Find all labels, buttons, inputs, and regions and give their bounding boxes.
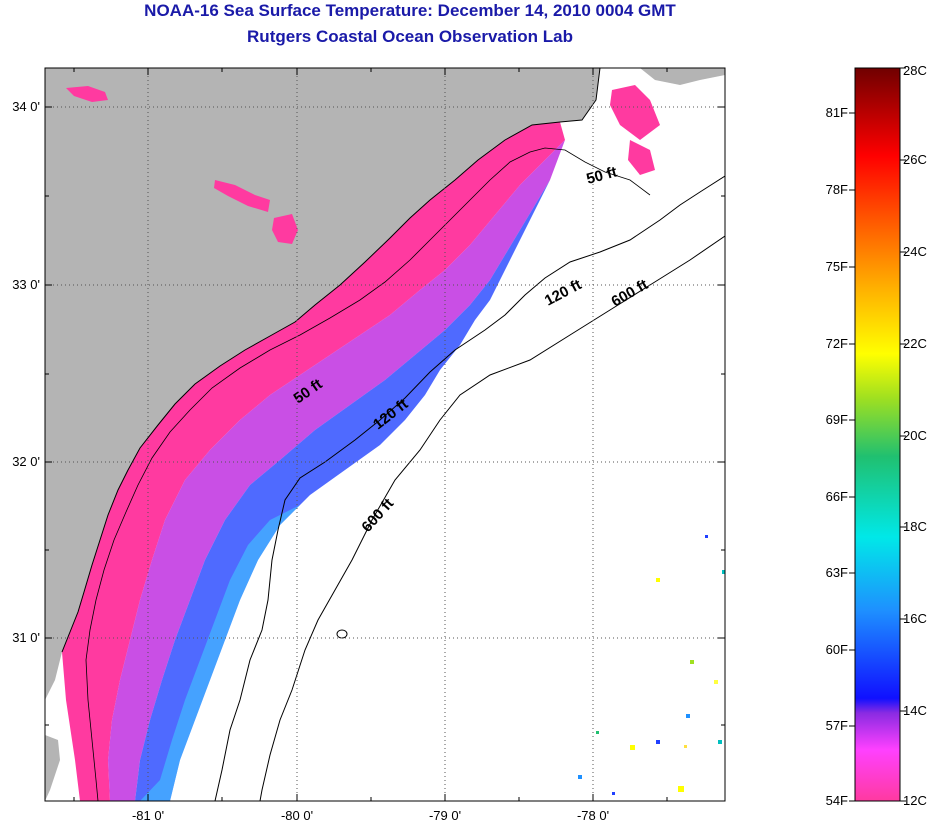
colorbar-c-label: 22C xyxy=(903,336,927,351)
tick-marks xyxy=(45,68,725,801)
lon-label: -81 0' xyxy=(132,808,164,823)
colorbar-f-label: 63F xyxy=(826,565,848,580)
colorbar-c-label: 14C xyxy=(903,703,927,718)
map-area xyxy=(45,68,725,801)
lon-label: -80 0' xyxy=(281,808,313,823)
lon-label: -79 0' xyxy=(429,808,461,823)
colorbar-f-label: 72F xyxy=(826,336,848,351)
colorbar xyxy=(854,67,901,802)
grid-lines xyxy=(45,68,725,801)
lat-label: 34 0' xyxy=(12,99,40,114)
colorbar-ticks xyxy=(849,67,906,802)
sst-band-mid xyxy=(108,140,565,801)
colorbar-c-label: 26C xyxy=(903,152,927,167)
map-frame xyxy=(44,67,726,802)
colorbar-f-label: 81F xyxy=(826,105,848,120)
map-subtitle: Rutgers Coastal Ocean Observation Lab xyxy=(247,27,573,46)
colorbar-f-label: 66F xyxy=(826,489,848,504)
colorbar-c-label: 12C xyxy=(903,793,927,808)
colorbar-f-label: 69F xyxy=(826,412,848,427)
colorbar-c-label: 28C xyxy=(903,63,927,78)
colorbar-f-label: 54F xyxy=(826,793,848,808)
isobath-600ft xyxy=(259,235,725,801)
lon-label: -78 0' xyxy=(577,808,609,823)
map-title: NOAA-16 Sea Surface Temperature: Decembe… xyxy=(144,1,676,20)
colorbar-f-label: 57F xyxy=(826,718,848,733)
sst-band-fringe xyxy=(140,505,300,801)
isobath-120ft xyxy=(214,175,725,801)
sst-band-warm xyxy=(135,180,550,801)
colorbar-f-label: 78F xyxy=(826,182,848,197)
colorbar-c-label: 20C xyxy=(903,428,927,443)
colorbar-c-label: 24C xyxy=(903,244,927,259)
colorbar-c-label: 18C xyxy=(903,519,927,534)
lat-label: 31 0' xyxy=(12,630,40,645)
lat-label: 32 0' xyxy=(12,454,40,469)
colorbar-f-label: 75F xyxy=(826,259,848,274)
land-mass xyxy=(45,68,600,700)
colorbar-c-label: 16C xyxy=(903,611,927,626)
sst-band-cold xyxy=(62,122,565,801)
colorbar-f-label: 60F xyxy=(826,642,848,657)
isobath-50ft xyxy=(85,147,651,801)
coastline xyxy=(61,68,601,653)
lat-label: 33 0' xyxy=(12,277,40,292)
